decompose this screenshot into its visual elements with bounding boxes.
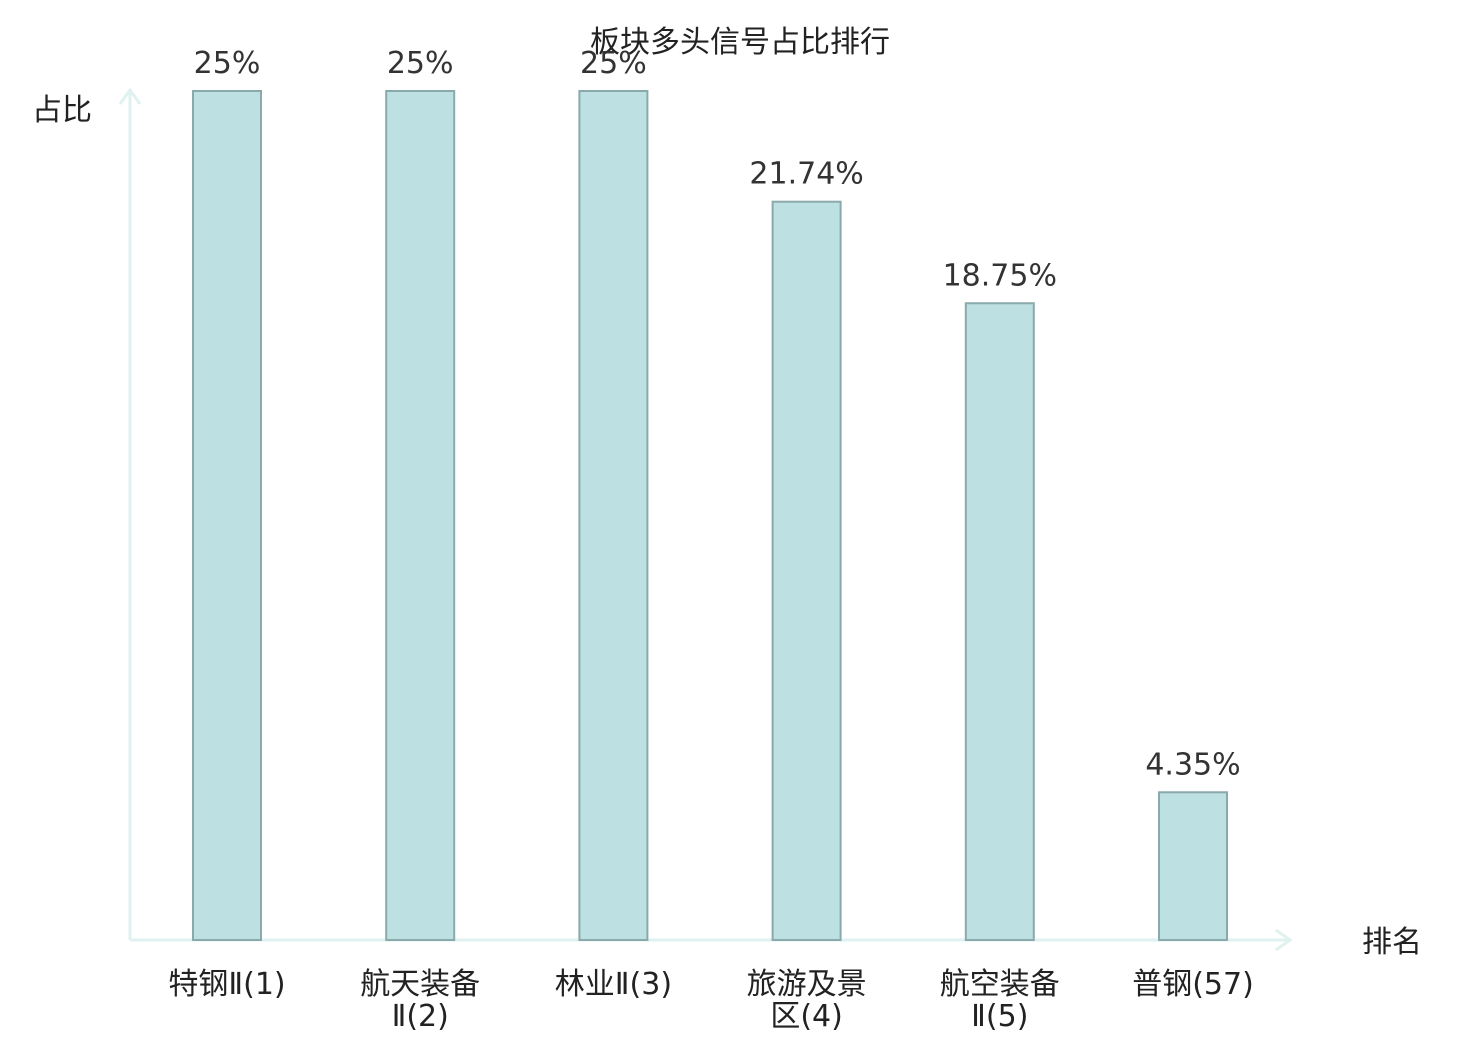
value-labels-group: 25% 25% 25% 21.74% 18.75% 4.35% <box>194 46 1241 782</box>
bar-value-label: 21.74% <box>749 157 863 192</box>
bar <box>192 90 262 941</box>
bar-value-label: 25% <box>580 46 647 81</box>
bar <box>964 302 1035 941</box>
bar-value-label: 4.35% <box>1145 747 1240 782</box>
chart-title: 板块多头信号占比排行 <box>590 25 890 60</box>
category-label: 旅游及景区(4) <box>747 967 867 1034</box>
bar <box>771 200 842 941</box>
category-label: 航天装备 Ⅱ(2) <box>360 967 480 1034</box>
axes <box>118 87 1293 952</box>
bar-value-label: 25% <box>194 46 261 81</box>
x-axis-label: 排名 <box>1362 925 1422 960</box>
x-axis-arrow <box>1275 928 1293 952</box>
category-label: 普钢(57) <box>1132 967 1254 1002</box>
y-axis-arrow <box>118 87 142 105</box>
bar <box>578 90 649 941</box>
bars-group <box>192 90 1228 941</box>
category-label: 航空装备 Ⅱ(5) <box>940 967 1060 1034</box>
y-axis-label: 占比 <box>32 93 92 128</box>
bar <box>385 90 456 941</box>
category-labels-group: 特钢Ⅱ(1) 航天装备 Ⅱ(2) 林业Ⅱ(3) 旅游及景区(4) 航空装备 Ⅱ(5) 普钢(5… <box>168 967 1253 1034</box>
category-label: 林业Ⅱ(3) <box>555 967 672 1002</box>
category-label: 特钢Ⅱ(1) <box>168 967 285 1002</box>
bar-value-label: 25% <box>387 46 454 81</box>
bar <box>1158 791 1228 941</box>
bar-value-label: 18.75% <box>943 258 1057 293</box>
